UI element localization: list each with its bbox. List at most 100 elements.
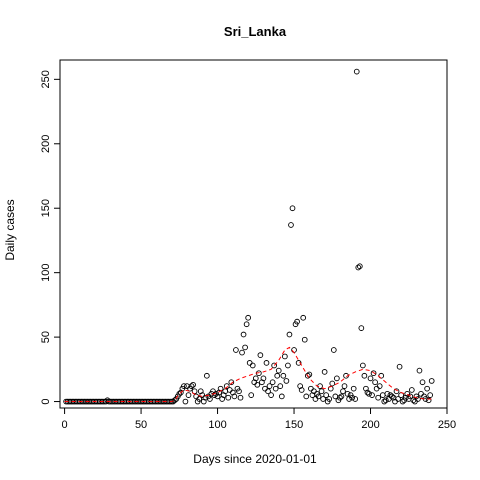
data-point — [427, 392, 434, 398]
data-point — [262, 385, 268, 392]
data-point — [226, 387, 233, 393]
x-tick-label: 100 — [208, 419, 226, 431]
x-tick-label: 50 — [135, 419, 147, 431]
data-point — [211, 392, 218, 398]
data-point — [393, 388, 400, 395]
data-point — [341, 383, 348, 389]
data-point — [257, 352, 264, 359]
data-point — [396, 363, 403, 370]
data-point — [326, 396, 333, 402]
data-point — [277, 383, 284, 389]
data-point — [340, 388, 346, 395]
data-point — [239, 349, 245, 356]
data-point — [425, 397, 432, 404]
data-point — [399, 398, 406, 405]
data-point — [355, 264, 362, 271]
data-point — [352, 396, 359, 402]
x-tick-label: 150 — [285, 419, 303, 431]
data-point — [294, 318, 300, 325]
data-point — [278, 393, 285, 400]
data-point — [269, 379, 276, 386]
data-point — [272, 385, 279, 392]
data-point — [263, 360, 270, 366]
x-axis-label: Days since 2020-01-01 — [193, 452, 317, 466]
data-point — [303, 393, 310, 400]
data-point — [369, 392, 375, 398]
data-point — [356, 263, 363, 270]
data-point — [364, 389, 371, 396]
y-tick-label: 200 — [40, 135, 52, 153]
y-tick-label: 250 — [40, 70, 52, 88]
data-point — [171, 397, 178, 404]
data-point — [245, 314, 252, 321]
trend-line — [64, 346, 432, 403]
data-point — [282, 353, 288, 360]
data-point — [246, 360, 253, 366]
data-point — [366, 390, 372, 397]
data-point — [384, 390, 391, 397]
x-tick-label: 250 — [438, 419, 456, 431]
data-point — [242, 344, 248, 351]
data-point — [237, 394, 244, 401]
x-tick-label: 0 — [62, 419, 68, 431]
data-marks — [63, 68, 435, 405]
data-point — [207, 396, 213, 402]
data-point — [196, 396, 203, 402]
x-tick-label: 200 — [361, 419, 379, 431]
data-point — [288, 222, 294, 228]
data-point — [301, 336, 308, 343]
data-point — [320, 396, 326, 402]
data-point — [418, 390, 424, 397]
data-point — [312, 396, 319, 402]
data-point — [280, 372, 287, 379]
data-point — [268, 392, 274, 398]
data-point — [286, 331, 293, 338]
data-point — [372, 379, 378, 386]
data-point — [353, 68, 360, 75]
data-point — [373, 385, 380, 392]
data-point — [275, 367, 282, 374]
data-point — [318, 388, 325, 395]
data-point — [330, 347, 337, 353]
data-point — [395, 396, 401, 402]
data-point — [338, 393, 345, 400]
data-point — [298, 387, 305, 393]
data-point — [274, 372, 281, 379]
data-point — [223, 383, 230, 389]
data-point — [424, 385, 430, 392]
y-tick-label: 50 — [40, 331, 52, 343]
axis-ticks: 0 50 100 150 200 250 0 50 100 150 200 250 — [40, 70, 456, 431]
data-point — [283, 378, 290, 384]
data-point — [382, 397, 389, 404]
data-point — [233, 347, 239, 353]
data-point — [266, 383, 273, 389]
data-point — [271, 362, 278, 369]
y-tick-label: 0 — [40, 398, 52, 404]
data-point — [243, 321, 250, 328]
data-point — [379, 392, 386, 398]
data-point — [260, 375, 267, 382]
data-point — [248, 392, 255, 398]
data-point — [285, 362, 291, 369]
data-point — [231, 393, 238, 400]
data-point — [358, 325, 365, 331]
data-point — [308, 385, 314, 392]
data-point — [350, 385, 357, 392]
data-point — [188, 383, 195, 389]
data-point — [344, 390, 351, 397]
data-point — [289, 205, 296, 212]
data-point — [236, 388, 242, 395]
data-point — [315, 393, 322, 400]
y-tick-label: 100 — [40, 263, 52, 281]
data-point — [254, 381, 261, 388]
data-point — [252, 375, 259, 382]
data-point — [407, 393, 414, 400]
data-point — [416, 367, 423, 374]
data-point — [184, 383, 190, 389]
data-point — [295, 360, 302, 366]
y-axis-label: Daily cases — [3, 199, 17, 260]
data-point — [291, 347, 297, 353]
data-point — [367, 375, 374, 382]
